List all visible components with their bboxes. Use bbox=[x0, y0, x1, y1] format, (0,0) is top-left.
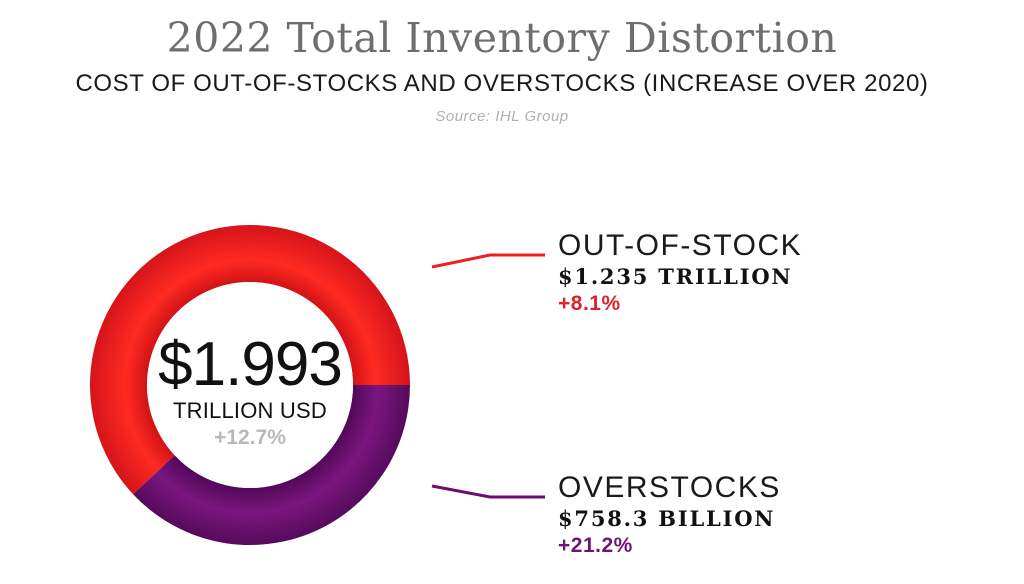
donut-slices bbox=[90, 225, 411, 545]
slice-overstocks bbox=[133, 385, 410, 545]
legend-out-of-stock: OUT-OF-STOCK $1.235 TRILLION +8.1% bbox=[558, 229, 802, 316]
leader-out-of-stock bbox=[431, 253, 545, 269]
overstocks-amount: $758.3 BILLION bbox=[558, 506, 776, 531]
total-value: $1.993 bbox=[158, 330, 343, 399]
chart-subtitle: COST OF OUT-OF-STOCKS AND OVERSTOCKS (IN… bbox=[75, 70, 929, 97]
total-unit: TRILLION USD bbox=[173, 398, 327, 423]
slice-out-of-stock bbox=[90, 225, 411, 495]
overstocks-change: +21.2% bbox=[558, 534, 633, 557]
out-of-stock-amount: $1.235 TRILLION bbox=[558, 264, 793, 289]
chart-source: Source: IHL Group bbox=[435, 108, 569, 125]
total-change: +12.7% bbox=[214, 426, 286, 449]
out-of-stock-label: OUT-OF-STOCK bbox=[558, 229, 803, 262]
legend-overstocks: OVERSTOCKS $758.3 BILLION +21.2% bbox=[558, 471, 781, 558]
chart-title: 2022 Total Inventory Distortion bbox=[166, 14, 838, 62]
donut-hole bbox=[147, 282, 353, 488]
out-of-stock-change: +8.1% bbox=[558, 292, 621, 315]
donut-center: $1.993 TRILLION USD +12.7% bbox=[130, 334, 370, 450]
leader-overstocks bbox=[431, 484, 545, 499]
overstocks-label: OVERSTOCKS bbox=[558, 471, 781, 504]
leader-lines bbox=[431, 253, 545, 499]
